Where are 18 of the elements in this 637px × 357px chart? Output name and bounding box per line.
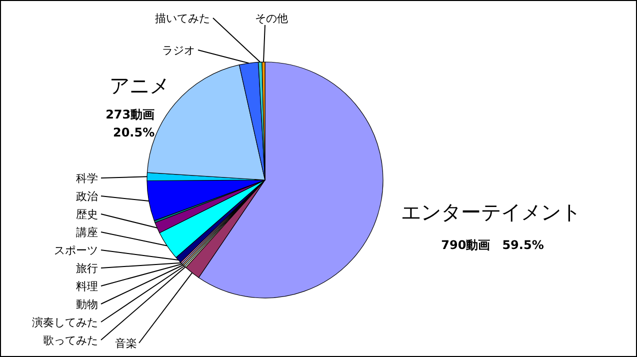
slice-label: 歌ってみた <box>43 334 98 347</box>
slice-label: エンターテイメント <box>401 200 582 224</box>
slice-label: 政治 <box>76 190 98 203</box>
slice-label: ラジオ <box>162 44 195 57</box>
slice-label: スポーツ <box>54 244 98 257</box>
slice-label: 描いてみた <box>155 12 210 25</box>
slice-label: 演奏してみた <box>32 316 98 329</box>
data-label: 273動画 20.5% <box>106 107 155 140</box>
slice-label: 歴史 <box>76 208 98 221</box>
data-label: 790動画 59.5% <box>441 238 544 252</box>
slice-label: 科学 <box>76 172 98 185</box>
slice-label: その他 <box>255 12 288 25</box>
slice-label: アニメ <box>110 73 170 98</box>
slice-label: 講座 <box>76 226 98 239</box>
slice-label: 音楽 <box>115 337 137 350</box>
slice-label: 動物 <box>76 298 98 311</box>
slice-label: 旅行 <box>76 262 98 275</box>
slice-label: 料理 <box>76 280 98 293</box>
